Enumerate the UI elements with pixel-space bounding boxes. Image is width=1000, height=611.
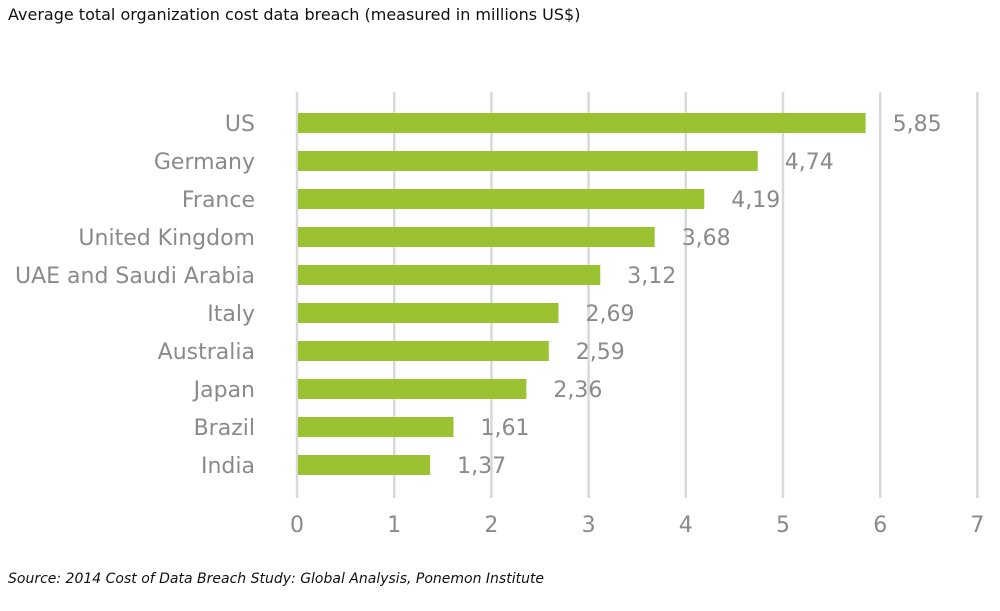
x-tick-label: 7	[970, 513, 984, 538]
value-label: 5,85	[893, 112, 942, 137]
x-axis-ticks: 0 1 2 3 4 5 6 7	[290, 513, 984, 538]
bar-germany	[298, 151, 758, 171]
x-tick-label: 4	[679, 513, 693, 538]
x-tick-label: 0	[290, 513, 304, 538]
value-label: 2,36	[553, 378, 602, 403]
category-label: Italy	[207, 302, 255, 327]
gridlines	[295, 92, 979, 498]
bars	[298, 113, 866, 475]
category-label: India	[201, 454, 255, 479]
category-label: Australia	[158, 340, 255, 365]
value-label: 1,37	[457, 454, 506, 479]
x-tick-label: 2	[484, 513, 498, 538]
value-label: 2,69	[585, 302, 634, 327]
category-label: UAE and Saudi Arabia	[15, 264, 255, 289]
chart-source: Source: 2014 Cost of Data Breach Study: …	[8, 571, 545, 587]
bar-italy	[298, 303, 559, 323]
chart-title: Average total organization cost data bre…	[8, 5, 581, 24]
bar-us	[298, 113, 866, 133]
category-label: United Kingdom	[78, 226, 255, 251]
category-label: Japan	[192, 378, 255, 403]
value-label: 4,74	[785, 150, 834, 175]
category-label: US	[225, 112, 255, 137]
bar-brazil	[298, 417, 454, 437]
category-label: Germany	[154, 150, 255, 175]
bar-australia	[298, 341, 549, 361]
value-label: 3,68	[682, 226, 731, 251]
x-tick-label: 6	[873, 513, 887, 538]
bar-uae-and-saudi-arabia	[298, 265, 601, 285]
value-label: 2,59	[576, 340, 625, 365]
value-label: 3,12	[627, 264, 676, 289]
bar-france	[298, 189, 705, 209]
bar-india	[298, 455, 431, 475]
value-label: 1,61	[480, 416, 529, 441]
category-labels: US Germany France United Kingdom UAE and Sau…	[15, 112, 255, 479]
x-tick-label: 5	[776, 513, 790, 538]
bar-japan	[298, 379, 527, 399]
x-tick-label: 3	[582, 513, 596, 538]
bar-united-kingdom	[298, 227, 655, 247]
x-tick-label: 1	[387, 513, 401, 538]
value-label: 4,19	[731, 188, 780, 213]
category-label: France	[182, 188, 255, 213]
value-labels: 5,85 4,744,193,683,12 2,69 2,59 2,36 1,61 1,37	[457, 112, 941, 479]
category-label: Brazil	[194, 416, 255, 441]
